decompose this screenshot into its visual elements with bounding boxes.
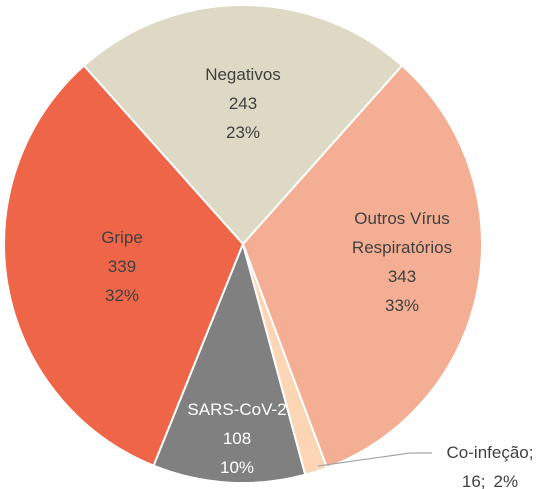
value-label: 343: [387, 267, 417, 286]
pie-slice: [152, 240, 307, 484]
value-label: 243: [228, 94, 258, 113]
pie-slice: [82, 4, 404, 246]
data-label: Outros Vírus Respiratórios 343 33%: [332, 204, 472, 320]
leader-line: [317, 452, 432, 467]
pie-slice: [3, 64, 245, 467]
data-label: Co-infeção; 16; 2%: [430, 438, 550, 489]
value-label: 16;: [461, 472, 486, 489]
value-label: 339: [107, 257, 137, 276]
value-row: 16; 2%: [430, 467, 550, 489]
category-label: Gripe: [101, 228, 143, 247]
pie-slice: [241, 64, 483, 470]
data-label: SARS-CoV-2 108 10%: [172, 395, 302, 482]
percent-label: 23%: [225, 123, 261, 142]
category-label: Co-infeção;: [446, 443, 534, 462]
category-label: Negativos: [205, 65, 281, 84]
percent-label: 10%: [219, 458, 255, 477]
percent-label: 2%: [493, 472, 519, 489]
percent-label: 33%: [384, 296, 420, 315]
data-label: Negativos 243 23%: [178, 60, 308, 147]
category-label: SARS-CoV-2: [187, 400, 287, 419]
category-label: Outros Vírus Respiratórios: [351, 209, 453, 257]
percent-label: 32%: [104, 286, 140, 305]
data-label: Gripe 339 32%: [62, 223, 182, 310]
value-label: 108: [222, 429, 252, 448]
